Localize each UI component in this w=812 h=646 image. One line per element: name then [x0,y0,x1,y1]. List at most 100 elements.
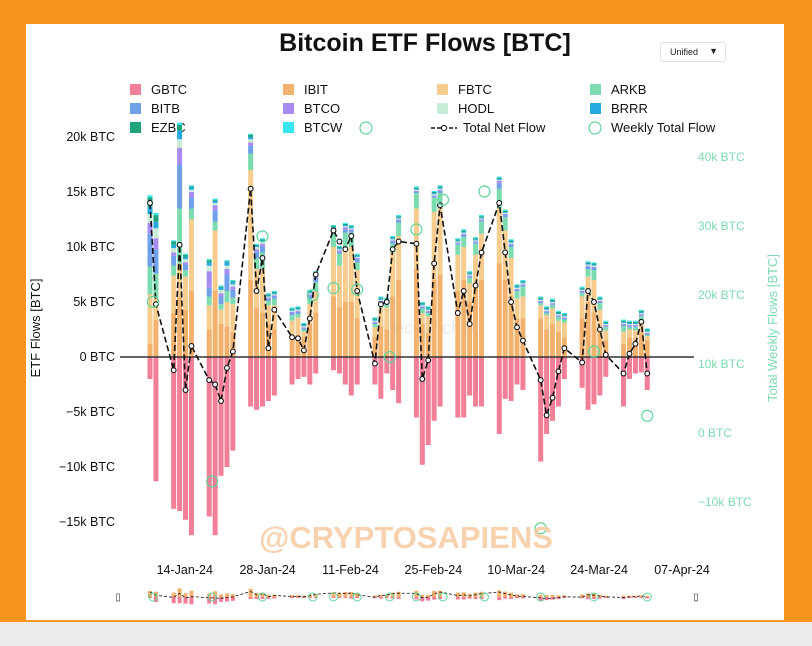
net-flow-point[interactable] [519,337,526,344]
bar-segment-hodl[interactable] [188,189,194,192]
bar-segment-fbtc[interactable] [544,315,550,330]
legend-item-bitb[interactable]: BITB [130,101,180,116]
bar-segment-ibit[interactable] [431,280,437,357]
bar-segment-hodl[interactable] [561,316,567,318]
bar-segment-ibit[interactable] [378,326,384,357]
bar-segment-fbtc[interactable] [295,317,301,335]
bar-segment-hodl[interactable] [248,139,254,143]
bar-segment-hodl[interactable] [455,241,461,243]
bar-segment-brrr[interactable] [638,311,644,313]
bar-segment-btcw[interactable] [520,280,526,282]
weekly-flow-point[interactable] [146,295,160,308]
net-flow-point[interactable] [395,238,402,245]
bar-segment-arkb[interactable] [301,329,307,332]
bar-segment-fbtc[interactable] [230,304,236,332]
bar-segment-btco[interactable] [555,315,561,317]
bar-segment-bitb[interactable] [561,318,567,320]
day-bar-stack[interactable] [153,212,159,482]
bar-segment-fbtc[interactable] [177,263,183,297]
bar-segment-brrr[interactable] [177,130,183,140]
bar-segment-bitb[interactable] [550,304,556,306]
net-flow-point[interactable] [377,301,384,308]
bar-segment-brrr[interactable] [431,193,437,195]
bar-segment-bitb[interactable] [336,251,342,254]
bar-segment-btco[interactable] [455,242,461,244]
bar-segment-arkb[interactable] [473,243,479,255]
bar-segment-gbtc[interactable] [147,357,153,379]
bar-segment-gbtc[interactable] [248,357,254,407]
bar-segment-btcw[interactable] [354,253,360,255]
day-bar-stack[interactable] [224,260,230,467]
legend-item-btcw[interactable]: BTCW [283,120,343,135]
day-bar-stack[interactable] [230,280,236,451]
weekly-flow-point[interactable] [306,288,319,302]
bar-segment-ezbc[interactable] [259,239,265,241]
bar-segment-ezbc[interactable] [579,287,585,289]
bar-segment-hodl[interactable] [644,331,650,333]
day-bar-stack[interactable] [425,306,431,445]
net-flow-point[interactable] [312,271,319,278]
bar-segment-hodl[interactable] [224,265,230,269]
bar-segment-hodl[interactable] [396,218,402,220]
bar-segment-bitb[interactable] [342,229,348,233]
bar-segment-arkb[interactable] [230,297,236,305]
bar-segment-ezbc[interactable] [177,124,183,131]
bar-segment-hodl[interactable] [390,239,396,241]
weekly-flow-point[interactable] [256,230,269,243]
bar-segment-hodl[interactable] [295,309,301,311]
bar-segment-btcw[interactable] [514,284,520,286]
day-bar-stack[interactable] [396,215,402,404]
net-flow-point[interactable] [561,345,568,352]
bar-segment-btcw[interactable] [342,222,348,224]
bar-segment-ibit[interactable] [638,332,644,357]
bar-segment-btcw[interactable] [331,225,337,227]
bar-segment-gbtc[interactable] [372,357,378,385]
bar-segment-ezbc[interactable] [378,297,384,299]
bar-segment-ezbc[interactable] [467,272,473,274]
range-handle-left[interactable]: ▯ [115,592,121,603]
bar-segment-gbtc[interactable] [230,357,236,451]
bar-segment-gbtc[interactable] [538,357,544,462]
bar-segment-hodl[interactable] [431,194,437,196]
bar-segment-fbtc[interactable] [597,309,603,327]
net-flow-point[interactable] [431,260,438,267]
bar-segment-gbtc[interactable] [520,357,526,390]
net-flow-point[interactable] [147,200,153,206]
bar-segment-bitb[interactable] [254,251,260,258]
bar-segment-bitb[interactable] [579,292,585,294]
bar-segment-bitb[interactable] [603,326,609,328]
bar-segment-btcw[interactable] [224,260,230,262]
bar-segment-btcw[interactable] [378,296,384,298]
bar-segment-arkb[interactable] [467,277,473,284]
bar-segment-bitb[interactable] [153,249,159,274]
bar-segment-gbtc[interactable] [496,357,502,434]
bar-segment-fbtc[interactable] [514,298,520,319]
bar-segment-bitb[interactable] [478,220,484,222]
bar-segment-brrr[interactable] [473,239,479,241]
bar-segment-arkb[interactable] [437,193,443,209]
bar-segment-hodl[interactable] [336,249,342,251]
net-flow-point[interactable] [454,310,461,316]
bar-segment-btcw[interactable] [218,285,224,287]
bar-segment-arkb[interactable] [425,313,431,317]
bar-segment-ibit[interactable] [342,302,348,357]
total-net-flow-series[interactable] [147,185,651,419]
bar-segment-bitb[interactable] [206,287,212,297]
bar-segment-ezbc[interactable] [254,244,260,246]
day-bar-stack[interactable] [597,296,603,396]
bar-segment-btcw[interactable] [230,280,236,282]
bar-segment-fbtc[interactable] [437,208,443,275]
legend-item-arkb[interactable]: ARKB [590,82,646,97]
bar-segment-fbtc[interactable] [621,331,627,344]
bar-segment-fbtc[interactable] [431,211,437,280]
bar-segment-btcw[interactable] [206,259,212,261]
bar-segment-btco[interactable] [248,142,254,146]
bar-segment-brrr[interactable] [632,322,638,324]
bar-segment-hodl[interactable] [378,299,384,301]
net-flow-point[interactable] [170,367,177,374]
bar-segment-brrr[interactable] [301,325,307,327]
bar-segment-hodl[interactable] [265,296,271,298]
bar-segment-brrr[interactable] [342,225,348,227]
net-flow-point[interactable] [620,370,627,377]
net-flow-point[interactable] [182,387,189,393]
